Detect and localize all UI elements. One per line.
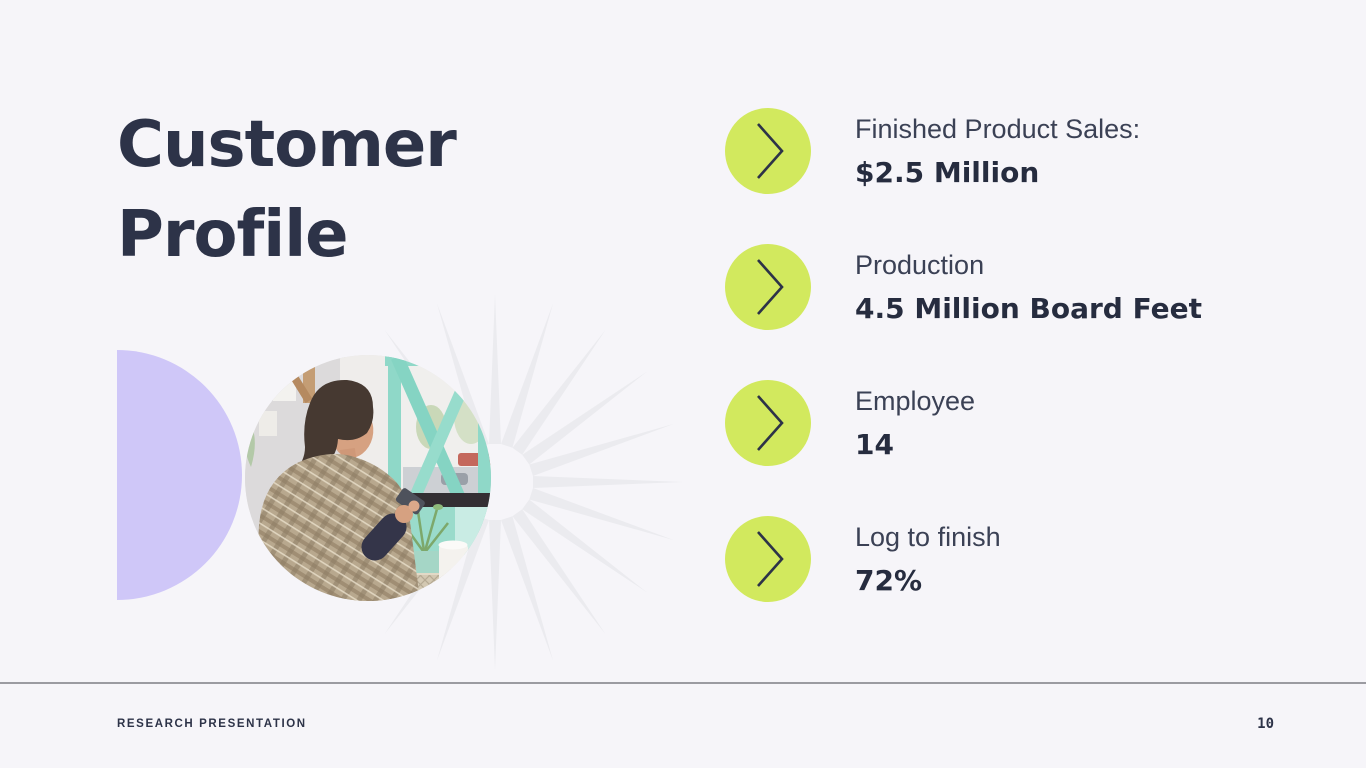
page-number: 10 [1257, 716, 1274, 732]
stat-value: $2.5 Million [855, 156, 1040, 189]
stat-value: 4.5 Million Board Feet [855, 292, 1202, 325]
stat-row-employee: Employee 14 [725, 380, 1202, 466]
stat-label: Log to finish [855, 522, 1001, 552]
footer-divider [0, 682, 1366, 684]
stats-list: Finished Product Sales: $2.5 Million Pro… [725, 108, 1202, 602]
stat-value: 72% [855, 564, 923, 597]
stat-value: 14 [855, 428, 894, 461]
footer-presentation-label: RESEARCH PRESENTATION [117, 718, 307, 730]
stat-row-log-to-finish: Log to finish 72% [725, 516, 1202, 602]
purple-semicircle-decoration [117, 350, 242, 600]
stat-row-finished-product-sales: Finished Product Sales: $2.5 Million [725, 108, 1202, 194]
page-title: Customer Profile [117, 108, 457, 272]
stat-row-production: Production 4.5 Million Board Feet [725, 244, 1202, 330]
stat-label: Employee [855, 386, 976, 416]
stat-label: Production [855, 250, 985, 280]
stat-label: Finished Product Sales: [855, 114, 1141, 144]
chevron-right-icon [725, 380, 811, 466]
chevron-right-icon [725, 244, 811, 330]
customer-photo [245, 355, 491, 601]
chevron-right-icon [725, 516, 811, 602]
chevron-right-icon [725, 108, 811, 194]
